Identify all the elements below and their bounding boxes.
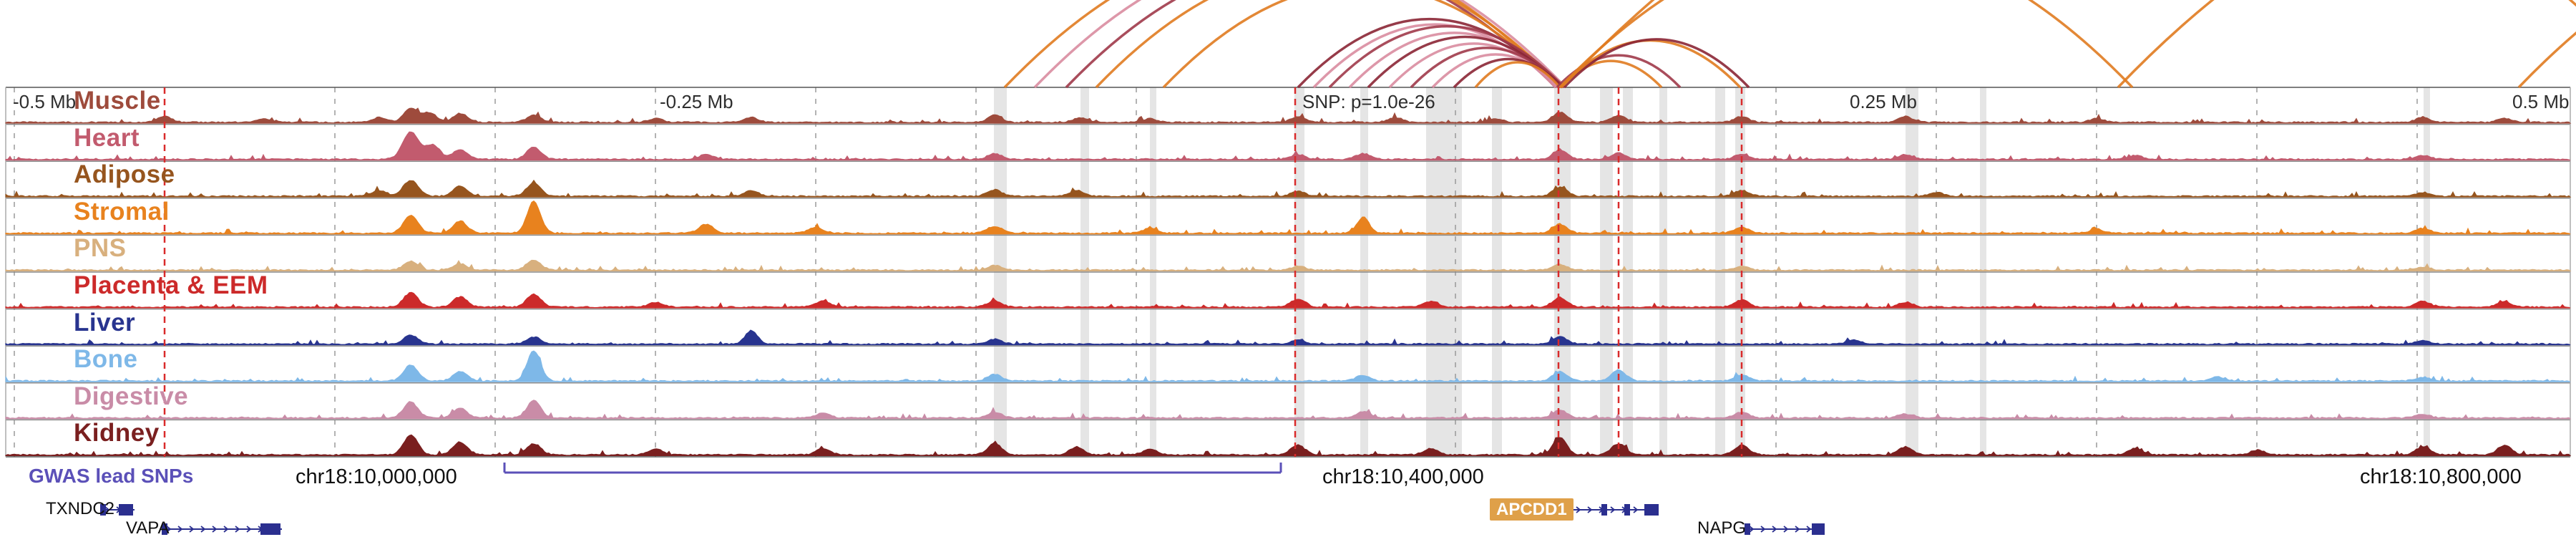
exon-block-vapa (162, 523, 167, 535)
exon-block-txndc2 (119, 504, 133, 516)
signal-track-stromal (5, 200, 2571, 235)
offset-label: 0.5 Mb (2512, 91, 2570, 112)
track-label-pns: PNS (74, 234, 127, 263)
axis-label: chr18:10,800,000 (2360, 465, 2522, 488)
interaction-arc (1558, 0, 2134, 89)
exon-block-vapa (260, 523, 280, 535)
track-label-heart: Heart (74, 123, 140, 152)
exon-block-napg (1745, 523, 1750, 535)
interaction-arc (1563, 38, 1750, 89)
signal-track-bone (5, 350, 2571, 382)
track-label-placenta-eem: Placenta & EEM (74, 271, 268, 299)
track-label-muscle: Muscle (74, 87, 161, 115)
strand-arrow-icon (189, 526, 195, 533)
axis-label: chr18:10,400,000 (1322, 465, 1484, 488)
track-label-stromal: Stromal (74, 197, 170, 226)
signal-track-pns (5, 259, 2572, 271)
axis-label: chr18:10,000,000 (296, 465, 457, 488)
track-label-kidney: Kidney (74, 419, 160, 448)
exon-block-apcdd1 (1624, 504, 1630, 516)
offset-label: 0.25 Mb (1850, 91, 1917, 112)
strand-arrow-icon (104, 506, 110, 513)
track-label-liver: Liver (74, 308, 136, 337)
track-label-digestive: Digestive (74, 382, 189, 410)
gwas-lead-snps-label: GWAS lead SNPs (29, 465, 194, 487)
interaction-arc (1033, 0, 1567, 89)
strand-arrow-icon (1806, 526, 1812, 533)
exon-block-napg (1812, 523, 1825, 535)
signal-track-kidney (5, 434, 2572, 456)
strand-arrow-icon (1610, 506, 1616, 513)
offset-label: -0.25 Mb (660, 91, 733, 112)
strand-arrow-icon (1795, 526, 1800, 533)
strand-arrow-icon (166, 526, 172, 533)
strand-arrow-icon (1783, 526, 1789, 533)
strand-arrow-icon (1587, 506, 1593, 513)
exon-block-apcdd1 (1644, 504, 1659, 516)
signal-track-adipose (5, 179, 2572, 198)
track-label-adipose: Adipose (74, 160, 175, 189)
strand-arrow-icon (246, 526, 252, 533)
strand-arrow-icon (1772, 526, 1777, 533)
strand-arrow-icon (1633, 506, 1639, 513)
strand-arrow-icon (1749, 526, 1755, 533)
track-label-bone: Bone (74, 345, 138, 374)
interaction-arc (1474, 61, 1561, 89)
strand-arrow-icon (1576, 506, 1581, 513)
signal-track-digestive (5, 400, 2572, 420)
signal-track-placenta-eem (5, 291, 2571, 309)
gene-label-apcdd1: APCDD1 (1490, 498, 1574, 521)
strand-arrow-icon (177, 526, 183, 533)
strand-arrow-icon (1760, 526, 1766, 533)
interaction-arc (1162, 0, 1560, 89)
interaction-arc (1328, 25, 1566, 89)
snp-pvalue-label: SNP: p=1.0e-26 (1302, 91, 1435, 112)
strand-arrow-icon (200, 526, 206, 533)
strand-arrow-icon (223, 526, 229, 533)
exon-block-apcdd1 (1601, 504, 1607, 516)
signal-track-heart (5, 131, 2571, 161)
gene-label-vapa: VAPA (126, 518, 170, 537)
gene-label-txndc2: TXNDC2 (46, 499, 115, 518)
offset-label: -0.5 Mb (13, 91, 77, 112)
strand-arrow-icon (212, 526, 218, 533)
gene-label-napg: NAPG (1697, 518, 1747, 537)
signal-track-liver (5, 329, 2571, 346)
signal-track-muscle (5, 107, 2572, 124)
strand-arrow-icon (235, 526, 240, 533)
exon-block-txndc2 (100, 504, 106, 516)
interaction-arc (1095, 0, 1563, 89)
